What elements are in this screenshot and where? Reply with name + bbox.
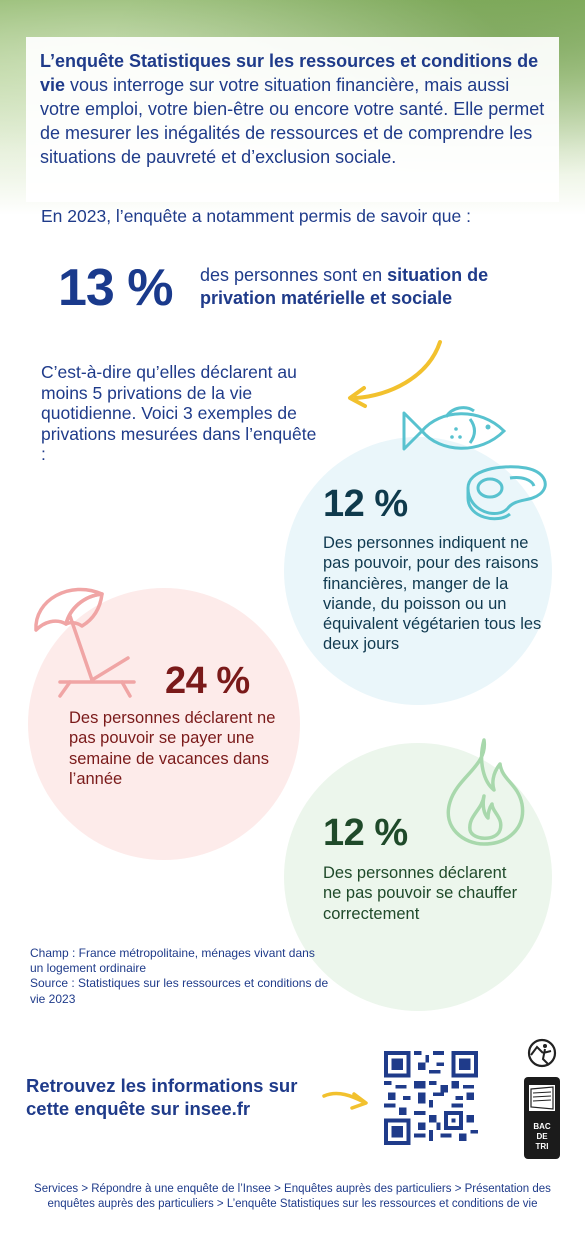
stat-circle-heating xyxy=(284,743,552,1011)
breadcrumb[interactable]: Services > Répondre à une enquête de l’I… xyxy=(34,1183,551,1210)
stat-circle-vacation xyxy=(28,588,300,860)
source-source: Source : Statistiques sur les ressources… xyxy=(30,976,329,1006)
intro-title: L’enquête Statistiques sur les ressource… xyxy=(40,51,539,95)
headline-text-plain: des personnes sont en xyxy=(200,265,388,285)
source-champ: Champ : France métropolitaine, ménages v… xyxy=(30,946,315,976)
triman-label: BAC DE TRI xyxy=(533,1122,551,1151)
curved-arrow-icon xyxy=(348,340,442,408)
stat-circle-food xyxy=(284,437,552,705)
arrow-right-icon xyxy=(322,1091,368,1110)
triman-recycling-icon: BAC DE TRI xyxy=(524,1038,560,1159)
source-note: Champ : France métropolitaine, ménages v… xyxy=(30,946,330,1007)
stat-food-text: Des personnes indiquent ne pas pouvoir, … xyxy=(323,534,542,654)
lead-text: En 2023, l’enquête a notamment permis de… xyxy=(41,206,471,226)
intro-box: L’enquête Statistiques sur les ressource… xyxy=(26,37,559,202)
flame-icon xyxy=(446,738,525,846)
stat-heating-text: Des personnes déclarent ne pas pouvoir s… xyxy=(323,864,518,923)
stat-vacation-percent: 24 % xyxy=(165,660,250,702)
stat-heating-percent: 12 % xyxy=(323,812,408,854)
headline-text: des personnes sont en situation de priva… xyxy=(200,264,540,310)
headline-text-bold: situation de privation matérielle et soc… xyxy=(200,265,489,308)
stat-food-percent: 12 % xyxy=(323,483,408,525)
fish-icon xyxy=(402,406,507,451)
beach-umbrella-icon xyxy=(34,587,136,698)
cta-text: Retrouvez les informations sur cette enq… xyxy=(26,1075,298,1119)
stat-vacation-text: Des personnes déclarent ne pas pouvoir s… xyxy=(69,709,276,788)
intro-text: vous interroge sur votre situation finan… xyxy=(40,75,545,167)
steak-icon xyxy=(466,465,547,521)
qr-code[interactable] xyxy=(384,1051,478,1145)
headline-percent: 13 % xyxy=(58,259,174,317)
description-text: C’est-à-dire qu’elles déclarent au moins… xyxy=(41,362,317,464)
